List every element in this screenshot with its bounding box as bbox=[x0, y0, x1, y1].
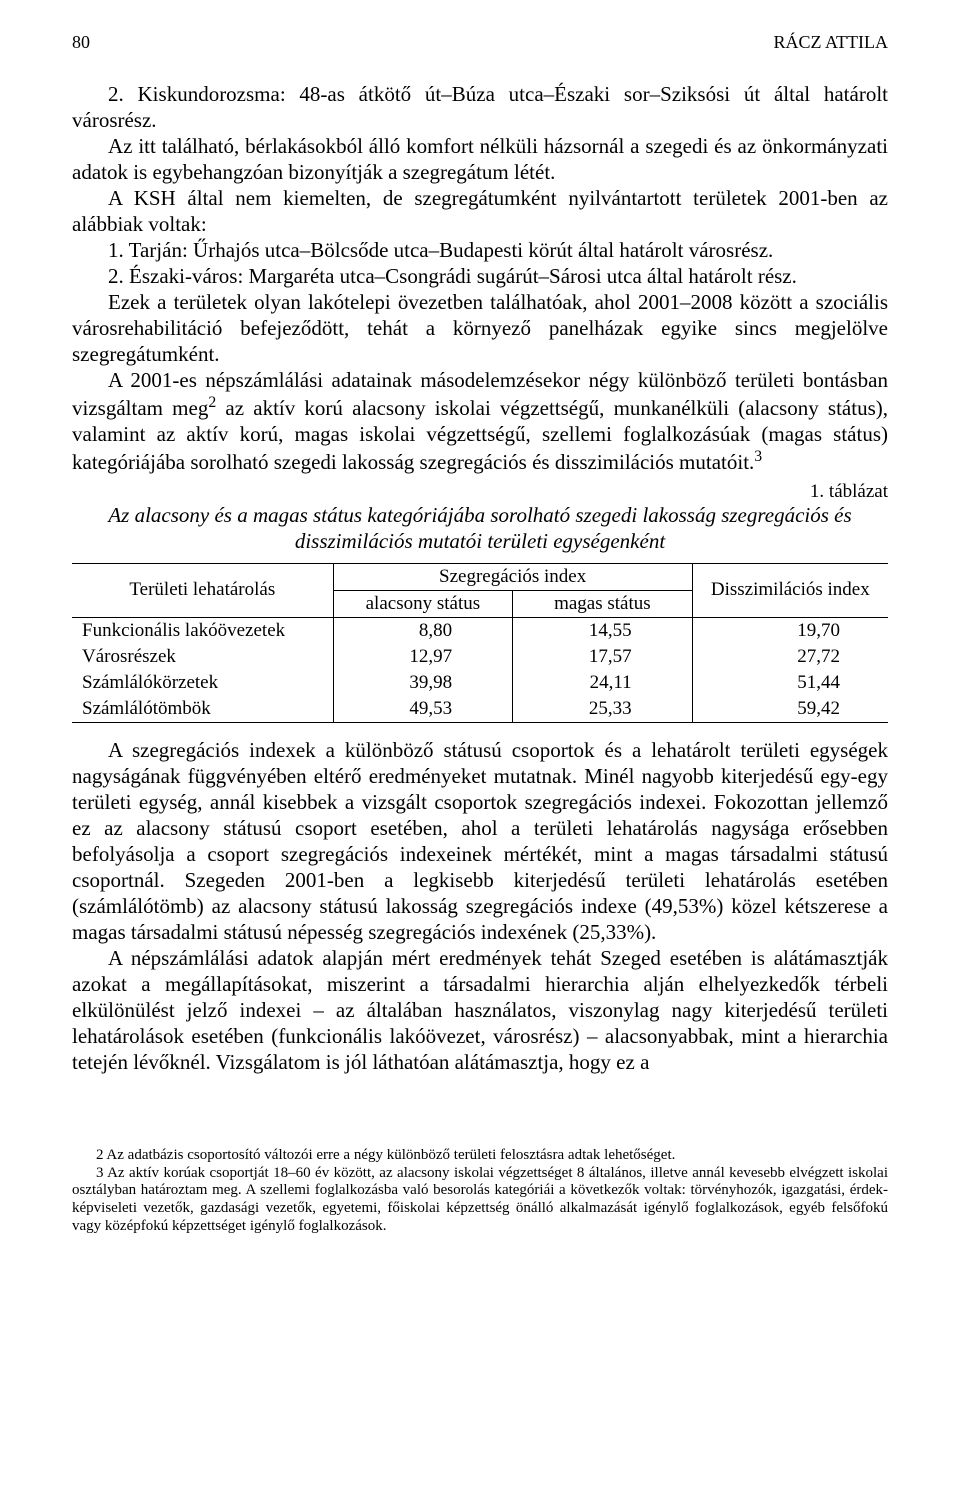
data-table: Területi lehatárolás Szegregációs index … bbox=[72, 563, 888, 723]
paragraph: 2. Kiskundorozsma: 48-as átkötő út–Búza … bbox=[72, 81, 888, 133]
column-header-area: Területi lehatárolás bbox=[72, 563, 333, 617]
column-header-dissimilation: Disszimilációs index bbox=[692, 563, 888, 617]
footnote-2: 2 Az adatbázis csoportosító változói err… bbox=[72, 1147, 888, 1165]
table-row: Számlálótömbök 49,53 25,33 59,42 bbox=[72, 696, 888, 723]
cell: 14,55 bbox=[513, 617, 693, 644]
column-header-high: magas státus bbox=[513, 590, 693, 617]
table-row: Funkcionális lakóövezetek 8,80 14,55 19,… bbox=[72, 617, 888, 644]
running-head: 80 RÁCZ ATTILA bbox=[72, 32, 888, 53]
table-label: 1. táblázat bbox=[72, 481, 888, 503]
cell: 49,53 bbox=[333, 696, 513, 723]
cell: 8,80 bbox=[333, 617, 513, 644]
column-header-segregation: Szegregációs index bbox=[333, 563, 692, 590]
cell: 59,42 bbox=[692, 696, 888, 723]
cell: 27,72 bbox=[692, 644, 888, 670]
table-caption: Az alacsony és a magas státus kategóriáj… bbox=[72, 503, 888, 554]
cell: 39,98 bbox=[333, 670, 513, 696]
table-row: Számlálókörzetek 39,98 24,11 51,44 bbox=[72, 670, 888, 696]
header-author: RÁCZ ATTILA bbox=[774, 32, 889, 53]
cell: Városrészek bbox=[72, 644, 333, 670]
paragraph: A KSH által nem kiemelten, de szegregátu… bbox=[72, 185, 888, 237]
paragraph: Ezek a területek olyan lakótelepi övezet… bbox=[72, 289, 888, 367]
cell: 12,97 bbox=[333, 644, 513, 670]
paragraph: A szegregációs indexek a különböző státu… bbox=[72, 737, 888, 945]
cell: Számlálókörzetek bbox=[72, 670, 333, 696]
cell: 51,44 bbox=[692, 670, 888, 696]
cell: Számlálótömbök bbox=[72, 696, 333, 723]
paragraph: A 2001-es népszámlálási adatainak másode… bbox=[72, 367, 888, 475]
list-item: 1. Tarján: Űrhajós utca–Bölcsőde utca–Bu… bbox=[72, 237, 888, 263]
paragraph: A népszámlálási adatok alapján mért ered… bbox=[72, 945, 888, 1075]
cell: 19,70 bbox=[692, 617, 888, 644]
paragraph: Az itt található, bérlakásokból álló kom… bbox=[72, 133, 888, 185]
page-number: 80 bbox=[72, 32, 90, 53]
cell: Funkcionális lakóövezetek bbox=[72, 617, 333, 644]
cell: 24,11 bbox=[513, 670, 693, 696]
footnote-3: 3 Az aktív korúak csoportját 18–60 év kö… bbox=[72, 1165, 888, 1236]
footnote-ref-3: 3 bbox=[754, 448, 762, 465]
footnotes: 2 Az adatbázis csoportosító változói err… bbox=[72, 1147, 888, 1235]
cell: 25,33 bbox=[513, 696, 693, 723]
column-header-low: alacsony státus bbox=[333, 590, 513, 617]
cell: 17,57 bbox=[513, 644, 693, 670]
table-row: Városrészek 12,97 17,57 27,72 bbox=[72, 644, 888, 670]
list-item: 2. Északi-város: Margaréta utca–Csongrád… bbox=[72, 263, 888, 289]
document-page: 80 RÁCZ ATTILA 2. Kiskundorozsma: 48-as … bbox=[0, 0, 960, 1284]
